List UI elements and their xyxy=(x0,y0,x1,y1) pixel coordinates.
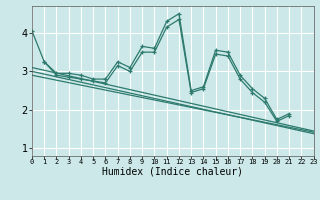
X-axis label: Humidex (Indice chaleur): Humidex (Indice chaleur) xyxy=(102,167,243,177)
